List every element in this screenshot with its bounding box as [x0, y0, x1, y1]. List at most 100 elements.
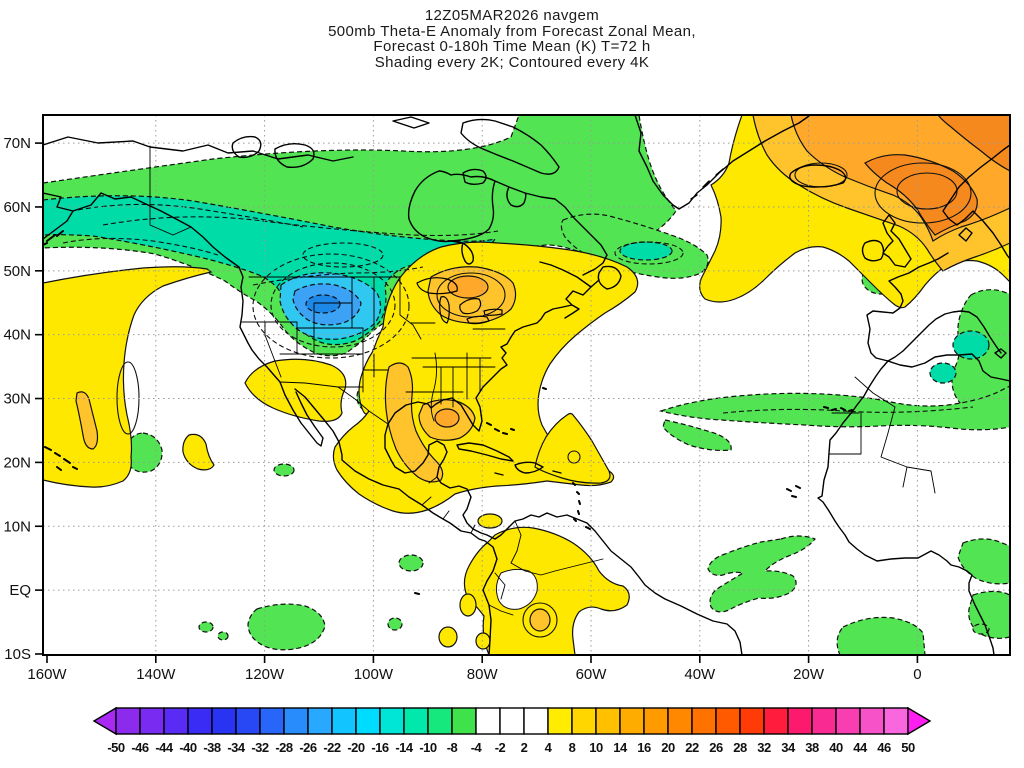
colorbar-cell — [547, 707, 573, 735]
colorbar-left-arrow — [92, 706, 117, 736]
lon-tick-label: 20W — [793, 666, 825, 683]
colorbar-label: -28 — [275, 740, 293, 755]
colorbar: -50 -46 -44 -40 -38 -34 -32 -28 -26 -22 -20 -16 -14-… — [92, 706, 932, 755]
colorbar-cell — [451, 707, 477, 735]
colorbar-label: -20 — [347, 740, 365, 755]
lat-tick-label: 30N — [3, 391, 31, 408]
shade-green-dot — [387, 617, 403, 631]
colorbar-cell — [475, 707, 501, 735]
shade-green-eq-atlantic — [836, 616, 926, 655]
colorbar-cell — [619, 707, 645, 735]
contour-negative-ring — [270, 262, 396, 348]
border-us-states — [241, 276, 506, 422]
colorbar-label: 38 — [805, 740, 819, 755]
colorbar-cell — [259, 707, 285, 735]
colorbar-label: 40 — [829, 740, 843, 755]
colorbar-label: -46 — [131, 740, 149, 755]
shade-green-dot — [398, 554, 424, 572]
lat-tick-label: EQ — [9, 582, 31, 599]
coastline-hudson-bay — [407, 170, 556, 265]
shade-green-guinea — [957, 538, 1010, 585]
lon-tick-label: 80W — [467, 666, 499, 683]
contour-positive-ring — [567, 450, 581, 464]
colorbar-label: -14 — [395, 740, 414, 755]
coastline-labrador — [554, 198, 608, 276]
colorbar-cell — [139, 707, 165, 735]
shade-yellow-atlantic-triangle — [534, 412, 611, 484]
colorbar-cell — [235, 707, 261, 735]
lon-tick-label: 140W — [136, 666, 176, 683]
extra-contours — [62, 162, 974, 638]
colorbar-label: -50 — [107, 740, 125, 755]
colorbar-label: -8 — [447, 740, 458, 755]
colorbar-label: -22 — [323, 740, 341, 755]
shade-green-dot — [217, 631, 229, 641]
coastline-arctic-islands — [231, 116, 560, 185]
colorbar-label: -38 — [203, 740, 221, 755]
colorbar-cell — [523, 707, 549, 735]
colorbar-cell — [595, 707, 621, 735]
shade-deepblue-core — [305, 294, 341, 314]
lat-tick-label: 10N — [3, 518, 31, 535]
shade-green-eq-pacific — [247, 603, 326, 651]
shade-yellow-dot-pacific — [182, 433, 215, 471]
contour-positive-ring — [874, 162, 972, 224]
coastline-uk-ireland — [861, 214, 912, 268]
contour-positive-ring — [522, 602, 558, 638]
colorbar-cell — [187, 707, 213, 735]
colorbar-cell — [835, 707, 861, 735]
colorbar-label: -40 — [179, 740, 197, 755]
colorbar-label: -26 — [299, 740, 317, 755]
border-us-canada-mexico — [149, 145, 401, 425]
contour-negative-line — [722, 406, 974, 414]
lon-tick-label: 40W — [684, 666, 716, 683]
colorbar-label: 32 — [757, 740, 771, 755]
shade-orange2-lakes — [447, 275, 489, 299]
coastlines — [43, 115, 1010, 655]
colorbar-label: 46 — [877, 740, 891, 755]
colorbar-cell — [811, 707, 837, 735]
shade-green-atlantic-hook — [707, 535, 816, 613]
shade-teal-band — [43, 195, 497, 346]
shade-orange-mississippi — [384, 362, 444, 483]
colorbar-cell — [427, 707, 453, 735]
shade-teal-algeria — [929, 362, 957, 384]
political-borders — [149, 145, 936, 616]
colorbar-cell — [163, 707, 189, 735]
colorbar-label: 10 — [589, 740, 603, 755]
contour-negative-line — [102, 216, 499, 237]
colorbar-label: -4 — [471, 740, 483, 755]
lon-tick-label: 160W — [27, 666, 67, 683]
contour-negative-ring — [614, 241, 684, 265]
colorbar-cell — [571, 707, 597, 735]
contour-negative-line — [77, 203, 304, 228]
colorbar-cell — [211, 707, 237, 735]
colorbar-cell — [715, 707, 741, 735]
colorbar-cell — [403, 707, 429, 735]
coastline-greenland — [634, 115, 810, 210]
colorbar-label: 44 — [853, 740, 868, 755]
map-plot: 160W 140W 120W 100W 80W 60W 40W 20W 0 70N 60N 50N 4… — [3, 114, 1011, 683]
island-specks — [43, 230, 853, 595]
colorbar-cell — [283, 707, 309, 735]
colorbar-label: 16 — [637, 740, 651, 755]
colorbar-label: 20 — [661, 740, 675, 755]
shade-yellow-dot — [459, 593, 477, 617]
shade-green-africa-band — [658, 385, 1010, 431]
lat-tick-label: 70N — [3, 135, 31, 152]
colorbar-label: -34 — [227, 740, 246, 755]
chart-title-block: 12Z05MAR2026 navgem 500mb Theta-E Anomal… — [0, 8, 1024, 70]
coastline-europe — [866, 252, 1007, 362]
colorbar-cell — [691, 707, 717, 735]
shade-orange-pacific-sliver — [75, 391, 99, 450]
colorbar-cell — [763, 707, 789, 735]
colorbar-cell — [379, 707, 405, 735]
lat-tick-label: 10S — [4, 646, 31, 663]
colorbar-cell — [787, 707, 813, 735]
border-south-america — [488, 520, 604, 616]
shade-teal-med — [952, 330, 990, 360]
gridlines — [43, 115, 1010, 655]
contour-negative-line — [62, 237, 219, 256]
coastline-newfoundland — [597, 265, 622, 290]
